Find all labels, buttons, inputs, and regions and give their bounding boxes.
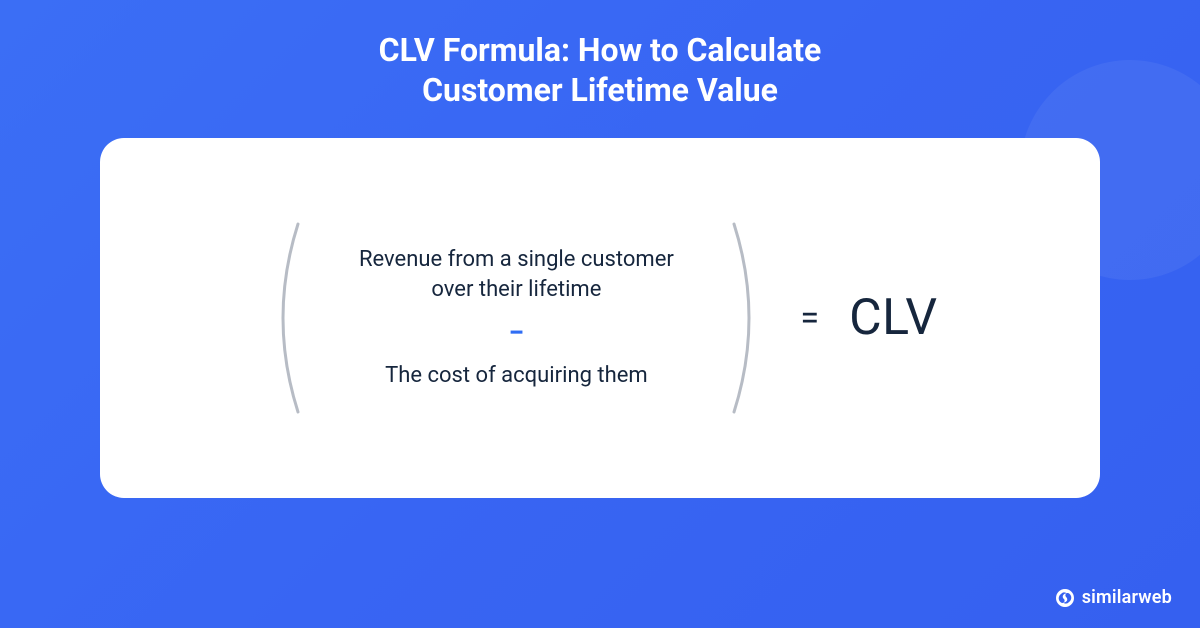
formula-inner: Revenue from a single customer over thei…: [336, 245, 696, 390]
cost-term: The cost of acquiring them: [385, 361, 648, 391]
right-paren-icon: [726, 218, 770, 418]
equals-sign: =: [800, 298, 819, 338]
formula-card: Revenue from a single customer over thei…: [100, 138, 1100, 498]
title-line-2: Customer Lifetime Value: [422, 71, 778, 109]
revenue-term: Revenue from a single customer over thei…: [359, 245, 674, 304]
similarweb-logo-icon: [1056, 589, 1074, 607]
brand-name: similarweb: [1082, 587, 1172, 608]
brand-badge: similarweb: [1056, 587, 1172, 608]
left-paren-icon: [262, 218, 306, 418]
revenue-term-line-1: Revenue from a single customer: [359, 247, 674, 272]
parenthesized-expression: Revenue from a single customer over thei…: [262, 218, 770, 418]
revenue-term-line-2: over their lifetime: [431, 277, 601, 302]
minus-operator: −: [509, 319, 525, 347]
title-line-1: CLV Formula: How to Calculate: [379, 31, 822, 69]
page-title: CLV Formula: How to Calculate Customer L…: [0, 0, 1200, 110]
clv-result: CLV: [849, 289, 938, 347]
